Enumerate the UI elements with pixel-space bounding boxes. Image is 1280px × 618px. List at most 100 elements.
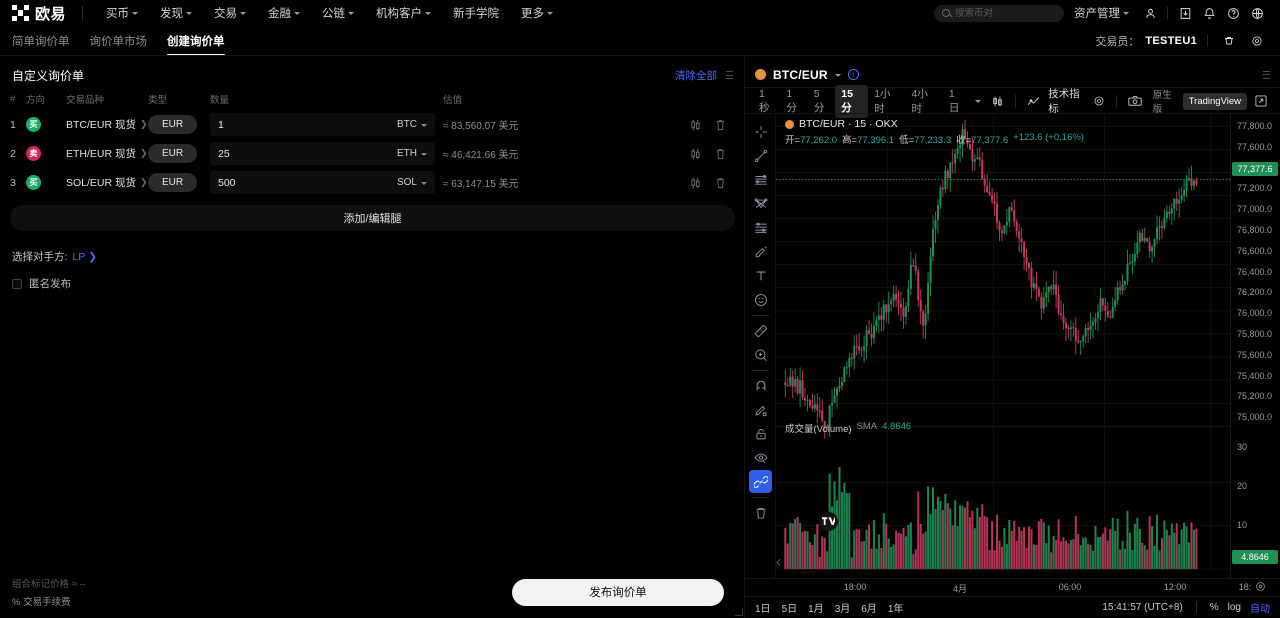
- range-1y[interactable]: 1年: [887, 603, 904, 615]
- trend-line-icon[interactable]: [749, 144, 772, 167]
- unit-selector[interactable]: BTC: [397, 119, 427, 130]
- add-edit-leg-button[interactable]: 添加/编辑腿: [10, 205, 735, 231]
- nav-item-trade[interactable]: 交易: [203, 1, 257, 25]
- row-quantity-field[interactable]: SOL: [210, 171, 435, 194]
- quantity-input[interactable]: [218, 176, 397, 189]
- type-pill[interactable]: EUR: [148, 144, 197, 163]
- help-icon[interactable]: [1222, 2, 1244, 24]
- counterparty-selector[interactable]: LP ❯: [72, 251, 97, 263]
- quantity-input[interactable]: [218, 147, 397, 160]
- nav-item-institutional[interactable]: 机构客户: [365, 1, 442, 25]
- text-tool-icon[interactable]: [749, 264, 772, 287]
- download-icon[interactable]: [1174, 2, 1196, 24]
- range-5d[interactable]: 5日: [781, 603, 798, 615]
- indicators-label[interactable]: 技术指标: [1048, 88, 1080, 115]
- percent-scale-button[interactable]: %: [1209, 601, 1219, 613]
- timeframe-5m[interactable]: 5分: [813, 87, 825, 114]
- assets-menu-button[interactable]: 资产管理: [1066, 1, 1137, 25]
- timeframe-1m[interactable]: 1分: [786, 87, 797, 114]
- timeframe-1s[interactable]: 1秒: [759, 87, 770, 114]
- chevron-down-icon[interactable]: [970, 97, 986, 105]
- range-1m[interactable]: 1月: [808, 603, 824, 615]
- gear-icon[interactable]: [1246, 30, 1268, 52]
- horizontal-lines-icon[interactable]: [749, 168, 772, 191]
- timeframe-1d[interactable]: 1日: [948, 87, 960, 114]
- candlestick-icon[interactable]: [690, 148, 701, 160]
- search-box[interactable]: [934, 4, 1064, 22]
- zoom-in-icon[interactable]: [749, 343, 772, 366]
- info-icon[interactable]: i: [847, 69, 859, 80]
- nav-item-academy[interactable]: 新手学院: [442, 1, 510, 25]
- bookmark-icon[interactable]: [1218, 30, 1240, 52]
- type-pill[interactable]: EUR: [148, 115, 197, 134]
- row-side[interactable]: 卖: [26, 146, 66, 161]
- bell-icon[interactable]: [1198, 2, 1220, 24]
- drag-handle-icon[interactable]: [726, 71, 733, 79]
- time-axis[interactable]: 18:00 4月 06:00 12:00 18:: [745, 578, 1280, 596]
- anonymous-publish-row[interactable]: 匿名发布: [0, 264, 745, 291]
- fib-retracement-icon[interactable]: [749, 216, 772, 239]
- timeframe-4h[interactable]: 4小时: [911, 88, 928, 115]
- unit-selector[interactable]: SOL: [397, 177, 427, 188]
- row-quantity-field[interactable]: BTC: [210, 113, 435, 136]
- row-side[interactable]: 买: [26, 117, 66, 132]
- auto-scale-button[interactable]: 自动: [1250, 603, 1270, 615]
- anonymous-checkbox[interactable]: [12, 278, 22, 289]
- row-quantity-field[interactable]: ETH: [210, 142, 435, 165]
- brush-icon[interactable]: [749, 240, 772, 263]
- lock-icon[interactable]: [749, 422, 772, 445]
- type-pill[interactable]: EUR: [148, 173, 197, 192]
- gear-icon[interactable]: [1088, 93, 1110, 109]
- camera-icon[interactable]: [1123, 93, 1147, 109]
- delete-icon[interactable]: [715, 119, 726, 131]
- magnet-icon[interactable]: [749, 374, 772, 397]
- nav-item-finance[interactable]: 金融: [257, 1, 311, 25]
- price-axis[interactable]: 77,800.077,600.077,400.077,200.077,000.0…: [1230, 114, 1280, 578]
- user-icon[interactable]: [1139, 2, 1161, 24]
- tab-simple-rfq[interactable]: 简单询价单: [12, 35, 70, 48]
- tradingview-version-button[interactable]: TradingView: [1182, 92, 1248, 110]
- chart-settings-icon[interactable]: [1255, 581, 1266, 592]
- row-symbol-selector[interactable]: ETH/EUR 现货 ❯: [66, 146, 148, 161]
- measure-ruler-icon[interactable]: [749, 319, 772, 342]
- delete-icon[interactable]: [715, 148, 726, 160]
- log-scale-button[interactable]: log: [1227, 601, 1241, 613]
- resize-grip[interactable]: [735, 608, 743, 616]
- search-input[interactable]: [955, 7, 1056, 19]
- nav-item-discover[interactable]: 发现: [149, 1, 203, 25]
- chevron-down-icon[interactable]: [834, 73, 841, 77]
- clear-all-button[interactable]: 清除全部: [675, 69, 717, 82]
- globe-icon[interactable]: [1246, 2, 1268, 24]
- timeframe-1h[interactable]: 1小时: [874, 88, 891, 115]
- row-symbol-selector[interactable]: BTC/EUR 现货 ❯: [66, 117, 148, 132]
- okx-logo[interactable]: 欧易: [12, 3, 66, 24]
- fibonacci-pattern-icon[interactable]: [749, 192, 772, 215]
- trash-icon[interactable]: [749, 501, 772, 524]
- candlestick-icon[interactable]: [690, 119, 701, 131]
- tab-rfq-market[interactable]: 询价单市场: [89, 35, 148, 48]
- nav-item-more[interactable]: 更多: [510, 1, 564, 25]
- nav-item-buy[interactable]: 买币: [95, 1, 149, 25]
- publish-rfq-button[interactable]: 发布询价单: [512, 578, 724, 606]
- candlestick-icon[interactable]: [690, 177, 701, 189]
- native-version-button[interactable]: 原生版: [1152, 90, 1172, 115]
- fullscreen-icon[interactable]: [1250, 93, 1272, 109]
- range-3m[interactable]: 3月: [834, 603, 851, 615]
- row-symbol-selector[interactable]: SOL/EUR 现货 ❯: [66, 175, 148, 190]
- crosshair-icon[interactable]: [749, 120, 772, 143]
- tab-create-rfq[interactable]: 创建询价单: [167, 33, 225, 56]
- nav-item-chain[interactable]: 公链: [311, 1, 365, 25]
- quantity-input[interactable]: [218, 118, 397, 131]
- sync-link-icon[interactable]: [749, 470, 772, 493]
- chart-type-candles-icon[interactable]: [986, 93, 1009, 110]
- unit-selector[interactable]: ETH: [397, 148, 427, 159]
- indicators-icon[interactable]: [1022, 93, 1045, 110]
- drag-handle-icon[interactable]: [1263, 70, 1270, 79]
- chart-canvas[interactable]: BTC/EUR · 15 · OKX 开=77,262.0 高=77,396.1…: [776, 114, 1230, 578]
- range-1d[interactable]: 1日: [755, 603, 771, 615]
- range-6m[interactable]: 6月: [861, 603, 877, 615]
- emoji-icon[interactable]: [749, 288, 772, 311]
- timeframe-15m[interactable]: 15分: [835, 84, 869, 118]
- delete-icon[interactable]: [715, 177, 726, 189]
- drawing-mode-icon[interactable]: [749, 398, 772, 421]
